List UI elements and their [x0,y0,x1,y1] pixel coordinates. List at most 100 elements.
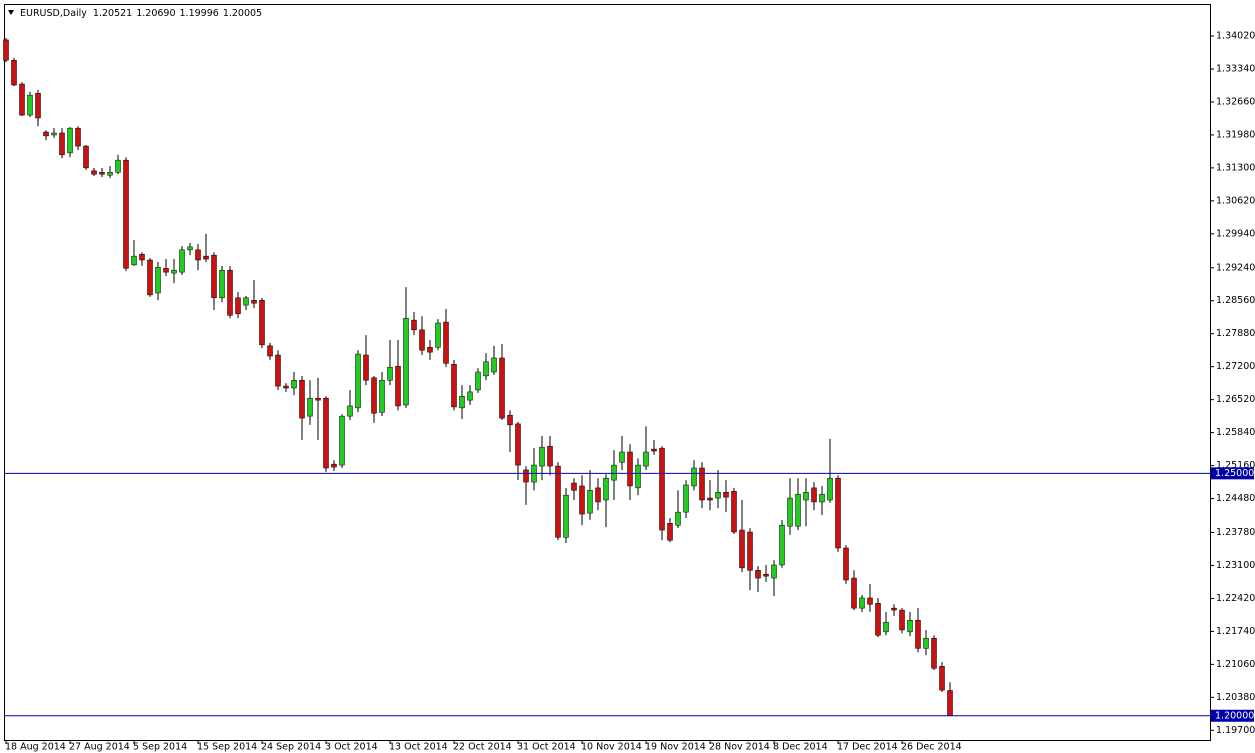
candle-body [459,396,465,409]
candle-body [715,492,721,499]
x-tick-label: 13 Oct 2014 [389,742,448,753]
candle-body [195,249,201,261]
candle-body [891,607,897,611]
chart-header: EURUSD,Daily 1.20521 1.20690 1.19996 1.20005 [20,8,262,19]
candle-body [587,490,593,514]
candle-body [803,492,809,501]
candle-body [707,497,713,501]
price-marker-label: 1.25000 [1215,468,1254,479]
candle-body [939,666,945,691]
candle-body [691,467,697,487]
candle-body [307,397,313,417]
candle-body [275,354,281,387]
candle-body [835,477,841,549]
candle-body [147,259,153,296]
candle-body [435,322,441,348]
candle-body [411,319,417,331]
candle-body [811,487,817,503]
candle-body [67,127,73,154]
y-tick-label: 1.20380 [1216,692,1255,703]
candle-body [11,60,17,86]
candle-body [899,609,905,631]
candle-body [643,451,649,467]
x-tick-label: 15 Sep 2014 [197,742,257,753]
candle-body [323,397,329,469]
candle-body [651,448,657,452]
candle-body [139,253,145,261]
candle-body [875,603,881,636]
candle-body [43,131,49,137]
y-tick-label: 1.21740 [1216,626,1255,637]
candle-body [635,464,641,489]
candle-body [235,297,241,315]
candle-body [603,477,609,501]
candle-body [923,637,929,649]
candle-body [227,269,233,316]
open-info: 1.20521 [93,8,132,19]
candle-body [203,255,209,260]
candle-body [507,414,513,426]
y-tick-label: 1.33340 [1216,63,1255,74]
candle-body [659,447,665,531]
candle-body [563,494,569,538]
candle-body [467,391,473,401]
candle-body [723,492,729,498]
candle-body [171,269,177,274]
candle-body [251,300,257,304]
candle-body [883,621,889,633]
candle-body [859,597,865,609]
candle-body [571,482,577,491]
candle-body [843,547,849,581]
candle-body [291,380,297,389]
candle-body [315,397,321,401]
candle-body [403,317,409,406]
candle-body [83,145,89,169]
candle-body [35,92,41,119]
price-marker-label: 1.20000 [1215,710,1254,721]
y-tick-label: 1.23780 [1216,527,1255,538]
candle-body [155,267,161,294]
candle-body [19,83,25,116]
candle-body [539,446,545,467]
candle-body [427,347,433,353]
candle-body [611,464,617,481]
candle-body [555,465,561,538]
x-tick-label: 22 Oct 2014 [453,742,512,753]
candle-body [267,345,273,357]
candle-body [163,268,169,273]
candle-body [851,577,857,609]
candle-body [771,564,777,579]
candle-body [451,364,457,408]
close-info: 1.20005 [223,8,262,19]
menu-arrow [8,10,14,15]
x-tick-label: 27 Aug 2014 [69,742,130,753]
candle-body [187,246,193,251]
candle-body [675,511,681,526]
candle-body [99,172,105,175]
x-tick-label: 18 Aug 2014 [5,742,66,753]
candle-body [51,132,57,136]
candle-body [299,380,305,419]
x-tick-label: 24 Sep 2014 [261,742,321,753]
candle-body [827,477,833,501]
y-tick-label: 1.28560 [1216,295,1255,306]
price-marker [1211,709,1254,722]
y-tick-label: 1.30620 [1216,195,1255,206]
candle-body [499,357,505,419]
candle-body [347,405,353,417]
x-tick-label: 31 Oct 2014 [517,742,576,753]
y-tick-label: 1.23100 [1216,560,1255,571]
candle-body [795,493,801,527]
candle-body [763,573,769,577]
candle-body [483,361,489,377]
candle-body [115,159,121,173]
candle-body [699,467,705,501]
candle-body [91,170,97,175]
y-tick-label: 1.25160 [1216,460,1255,471]
candle-body [755,570,761,579]
x-tick-label: 28 Nov 2014 [709,742,770,753]
candle-body [443,321,449,364]
x-tick-label: 17 Dec 2014 [837,742,898,753]
